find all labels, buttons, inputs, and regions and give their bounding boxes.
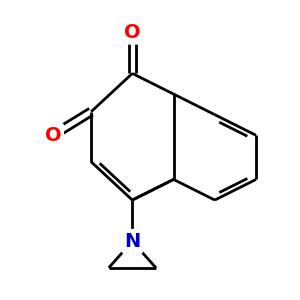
Text: O: O [124,23,141,42]
Text: O: O [44,126,61,145]
Text: N: N [124,232,140,251]
